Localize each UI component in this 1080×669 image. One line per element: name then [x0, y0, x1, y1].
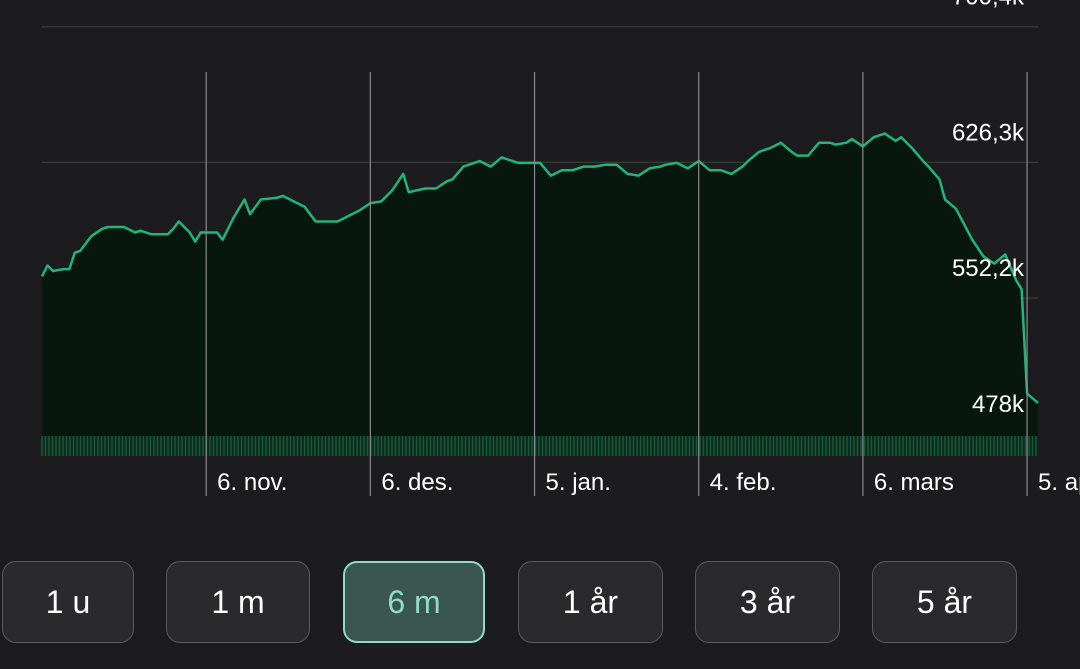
x-tick-label: 6. des. — [381, 469, 453, 496]
time-range-selector: 1 u 1 m 6 m 1 år 3 år 5 år — [0, 560, 1080, 646]
range-button-1-week[interactable]: 1 u — [2, 561, 134, 643]
price-chart[interactable]: 700,4k 626,3k 552,2k 478k 6. nov. 6. des. 5. … — [0, 0, 1080, 520]
y-axis-labels: 700,4k 626,3k 552,2k 478k — [952, 0, 1025, 418]
x-tick-label: 4. feb. — [710, 469, 777, 496]
range-button-1-month[interactable]: 1 m — [166, 561, 310, 643]
series-line — [40, 132, 1039, 404]
x-tick-label: 6. nov. — [217, 469, 287, 496]
x-tick-label: 6. mars — [874, 469, 954, 496]
range-button-6-months[interactable]: 6 m — [343, 561, 485, 643]
x-tick-label: 5. jan. — [546, 469, 611, 496]
x-axis-labels: 6. nov. 6. des. 5. jan. 4. feb. 6. mars 5. ap — [217, 469, 1080, 496]
range-button-1-year[interactable]: 1 år — [518, 561, 663, 643]
range-button-5-years[interactable]: 5 år — [872, 561, 1017, 643]
range-button-3-years[interactable]: 3 år — [695, 561, 840, 643]
y-tick-label: 626,3k — [952, 119, 1025, 146]
date-gridlines — [205, 72, 1028, 496]
y-tick-label: 552,2k — [952, 255, 1025, 282]
baseline-ticks — [41, 436, 1038, 456]
y-tick-label: 700,4k — [952, 0, 1025, 11]
area-fill — [42, 133, 1038, 456]
y-tick-label: 478k — [972, 391, 1025, 418]
x-tick-label: 5. ap — [1038, 469, 1080, 496]
